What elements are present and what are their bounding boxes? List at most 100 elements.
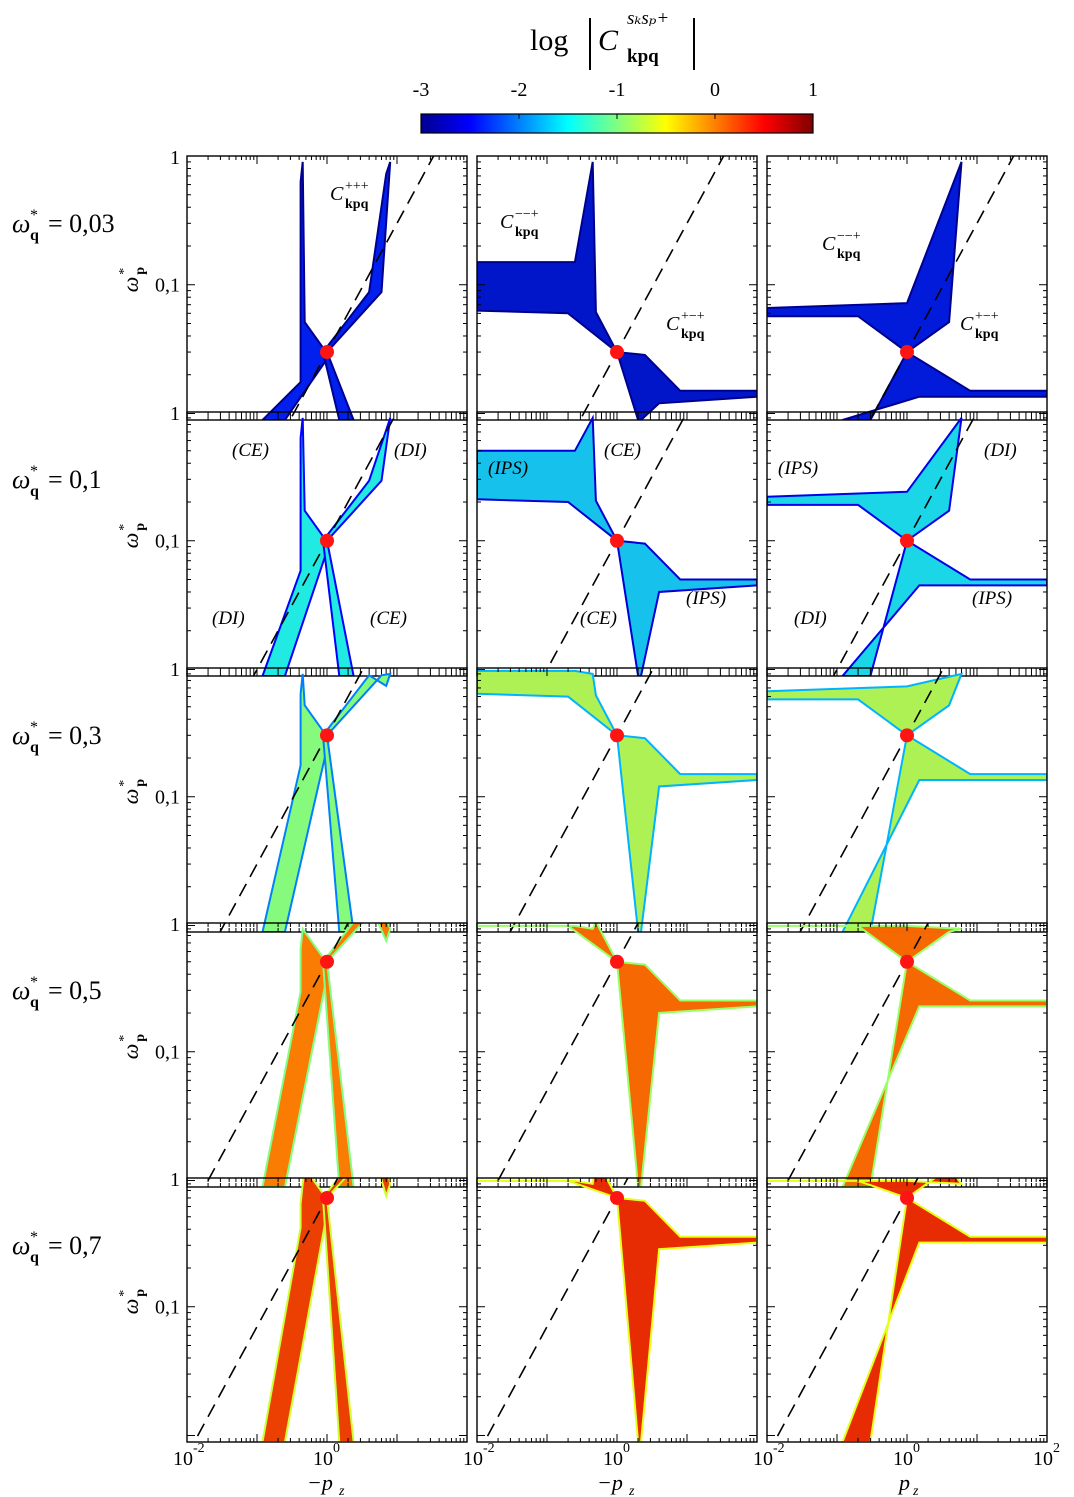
heatmap-core (615, 960, 757, 1187)
marker-point (320, 954, 334, 969)
y-axis-label-omega: ω (118, 277, 143, 293)
annotation-pmp-mid: C +−+ kpq (666, 309, 705, 342)
y-tick-label-1: 1 (170, 1169, 180, 1191)
annotation-sup: +−+ (681, 309, 705, 324)
x-tick-label-exp: 0 (333, 1441, 340, 1456)
heatmap-core (321, 417, 392, 676)
y-axis-label-omega: ω (118, 1299, 143, 1315)
marker-point (320, 728, 334, 743)
panel-r5-c1 (186, 1177, 468, 1443)
row-label-value: = 0,5 (48, 976, 102, 1005)
panel-plot-area (767, 412, 1047, 676)
x-tick-label-base: 10 (753, 1448, 773, 1470)
heatmap-core (615, 1196, 757, 1442)
panel-r1-c2 (476, 155, 758, 421)
panel-grid: 10,1ωp*10,1ωp*10,1ωp*10,1ωp*10,1ωp*C +++k… (117, 147, 1048, 1443)
heatmap-core (261, 926, 331, 1187)
marker-point (900, 1190, 914, 1205)
x-tick-label-exp: 0 (623, 1441, 630, 1456)
heatmap-core (767, 924, 962, 964)
panel-plot-area (193, 1178, 392, 1442)
x-axis-label-1: −p z (307, 1470, 345, 1497)
x-tick-label-base: 10 (463, 1448, 483, 1470)
row-label-value: = 0,3 (48, 721, 102, 750)
annotation-sup: +−+ (975, 309, 999, 324)
y-tick-label-0-1: 0,1 (155, 787, 180, 809)
annotation-pmp-right: C +−+ kpq (960, 309, 999, 342)
y-axis-label-sub: p (133, 1289, 148, 1297)
row-label-3: ω q * = 0,3 (12, 719, 102, 756)
heatmap-core (615, 734, 757, 932)
annotation-di: (DI) (984, 440, 1017, 461)
heatmap-region (262, 161, 329, 420)
marker-point (610, 954, 624, 969)
panel-frame (186, 667, 468, 933)
row-label-sup: * (30, 719, 38, 736)
marker-point (900, 533, 914, 548)
panel-r4-c1 (186, 922, 468, 1188)
row-label-omega: ω (12, 465, 30, 494)
row-label-sub: q (30, 739, 39, 756)
y-axis-label: ωp* (117, 523, 148, 549)
heatmap-core (321, 672, 392, 932)
heatmap-core (841, 733, 1047, 932)
heatmap-core (261, 673, 331, 932)
heatmap-core (842, 350, 1047, 420)
y-axis-label-sub: p (133, 1034, 148, 1042)
y-axis-label-sub: p (133, 779, 148, 787)
y-axis-label: ωp* (117, 1034, 148, 1060)
y-tick-label-0-1: 0,1 (155, 1042, 180, 1064)
y-tick-label-0-1: 0,1 (155, 275, 180, 297)
x-tick-label: 10 2 (1033, 1441, 1060, 1470)
colorbar-title-sub: kpq (627, 46, 659, 67)
colorbar: -3 -2 -1 0 1 (413, 79, 818, 134)
row-label-1: ω q * = 0,03 (12, 207, 115, 244)
annotation-C: C (666, 313, 680, 335)
annotation-ips: (IPS) (778, 458, 818, 479)
panel-r5-c3 (766, 1177, 1048, 1443)
colorbar-tick-label: -1 (609, 79, 626, 101)
row-label-4: ω q * = 0,5 (12, 974, 102, 1011)
row-label-sup: * (30, 207, 38, 224)
panel-r5-c2 (476, 1177, 758, 1443)
x-axis-label-var: −p (307, 1470, 333, 1495)
y-axis-r1: 1 0,1 ωp* (117, 147, 180, 297)
panel-plot-area (203, 923, 392, 1187)
panel-r1-c1 (186, 155, 468, 421)
annotation-C: C (822, 233, 836, 255)
row-label-sub: q (30, 1249, 39, 1266)
marker-point (610, 345, 624, 360)
heatmap-core (321, 161, 392, 420)
colorbar-tick-label: 1 (808, 79, 818, 101)
row-label-sub: q (30, 994, 39, 1011)
x-tick-label: 10 -2 (753, 1441, 785, 1470)
colorbar-title-sup: sₖsₚ+ (627, 8, 669, 29)
annotation-C: C (330, 183, 344, 205)
row-label-value: = 0,7 (48, 1231, 102, 1260)
marker-point (320, 345, 334, 360)
x-axis-label-var: p (897, 1470, 910, 1495)
heatmap-core (841, 1196, 1047, 1442)
annotation-sub: kpq (681, 327, 705, 342)
annotation-di: (DI) (794, 608, 827, 629)
marker-point (610, 1190, 624, 1205)
y-axis-label: ωp* (117, 267, 148, 293)
heatmap-core (841, 960, 1047, 1187)
annotation-ips: (IPS) (488, 458, 528, 479)
annotation-C: C (960, 313, 974, 335)
colorbar-tick-label: -3 (413, 79, 430, 101)
annotation-mmp-mid: C −−+ kpq (500, 207, 539, 240)
marker-point (320, 1190, 334, 1205)
row-label-2: ω q * = 0,1 (12, 463, 102, 500)
colorbar-tick-label: 0 (710, 79, 720, 101)
y-axis-label: ωp* (117, 1289, 148, 1315)
annotation-ce: (CE) (370, 608, 407, 629)
x-axis-labels: 10 -2 10 0 10 -2 10 0 10 -2 10 0 10 2−p z −p z p z (173, 1441, 1060, 1497)
x-tick-label: 10 0 (603, 1441, 630, 1470)
heatmap-core (477, 414, 618, 542)
row-label-omega: ω (12, 721, 30, 750)
panel-frame (476, 667, 758, 933)
marker-point (900, 954, 914, 969)
colorbar-tick-label: -2 (511, 79, 528, 101)
